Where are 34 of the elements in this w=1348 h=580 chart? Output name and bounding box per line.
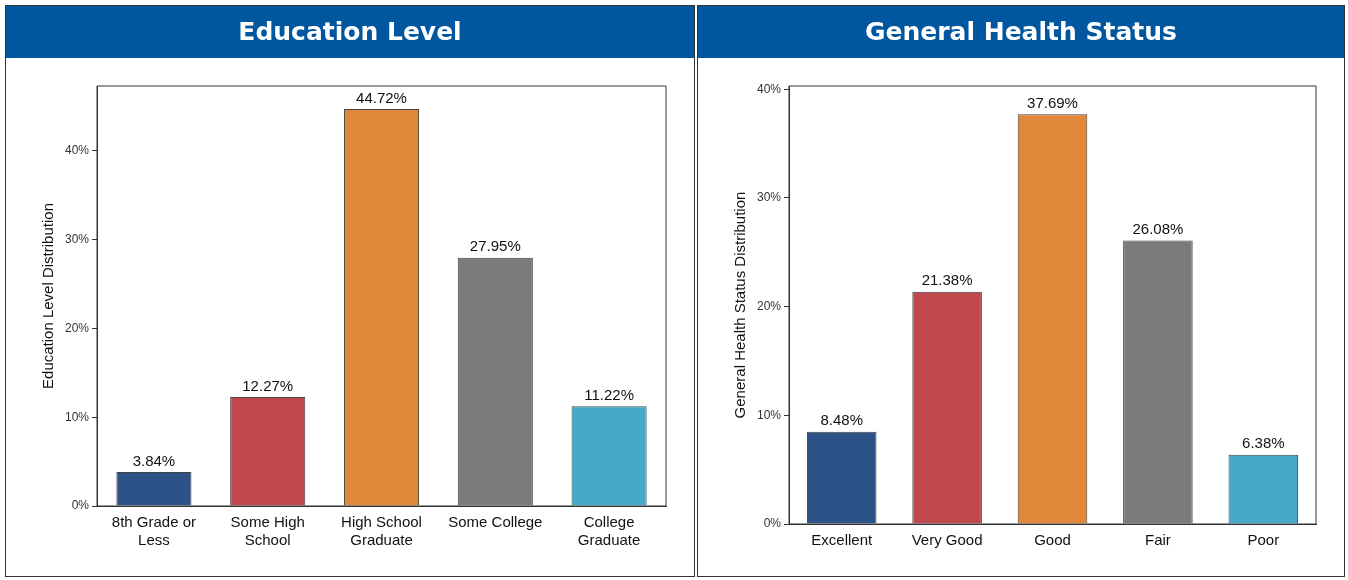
y-tick-label: 10% [756,407,782,422]
data-label: 27.95% [469,237,521,255]
x-tick-label: Good [1034,531,1071,549]
data-label: 6.38% [1242,434,1285,452]
data-label: 12.27% [242,376,294,394]
x-tick-label: 8th Grade or Less [111,513,197,549]
y-tick-label: 10% [64,409,90,424]
chart-title: Education Level [6,6,694,58]
x-tick-label: Poor [1247,531,1280,549]
y-tick-label: 40% [756,81,782,96]
y-tick-label: 0% [71,498,90,513]
y-tick-label: 20% [64,320,90,335]
x-tick-label: Some College [448,513,543,531]
x-tick-label: Fair [1144,531,1171,549]
data-label: 26.08% [1132,220,1184,238]
data-label: 3.84% [132,451,176,469]
x-tick-label: Excellent [811,531,873,549]
data-label: 21.38% [921,271,973,289]
data-label: 37.69% [1027,94,1078,112]
data-label: 8.48% [820,411,863,429]
data-label: 44.72% [356,88,407,106]
y-tick-label: 40% [64,143,90,158]
data-label: 11.22% [584,386,634,404]
x-tick-label: High School Graduate [341,513,422,549]
y-tick-label: 20% [756,298,782,313]
y-tick-label: 30% [756,190,782,205]
y-axis-title: Education Level Distribution [39,203,57,389]
y-axis-title: General Health Status Distribution [731,191,749,419]
x-tick-label: College Graduate [577,513,641,549]
x-tick-label: Very Good [911,531,983,549]
y-tick-label: 30% [64,231,90,246]
y-tick-label: 0% [763,516,782,531]
x-tick-label: Some High School [230,513,305,549]
chart-title: General Health Status [698,6,1344,58]
